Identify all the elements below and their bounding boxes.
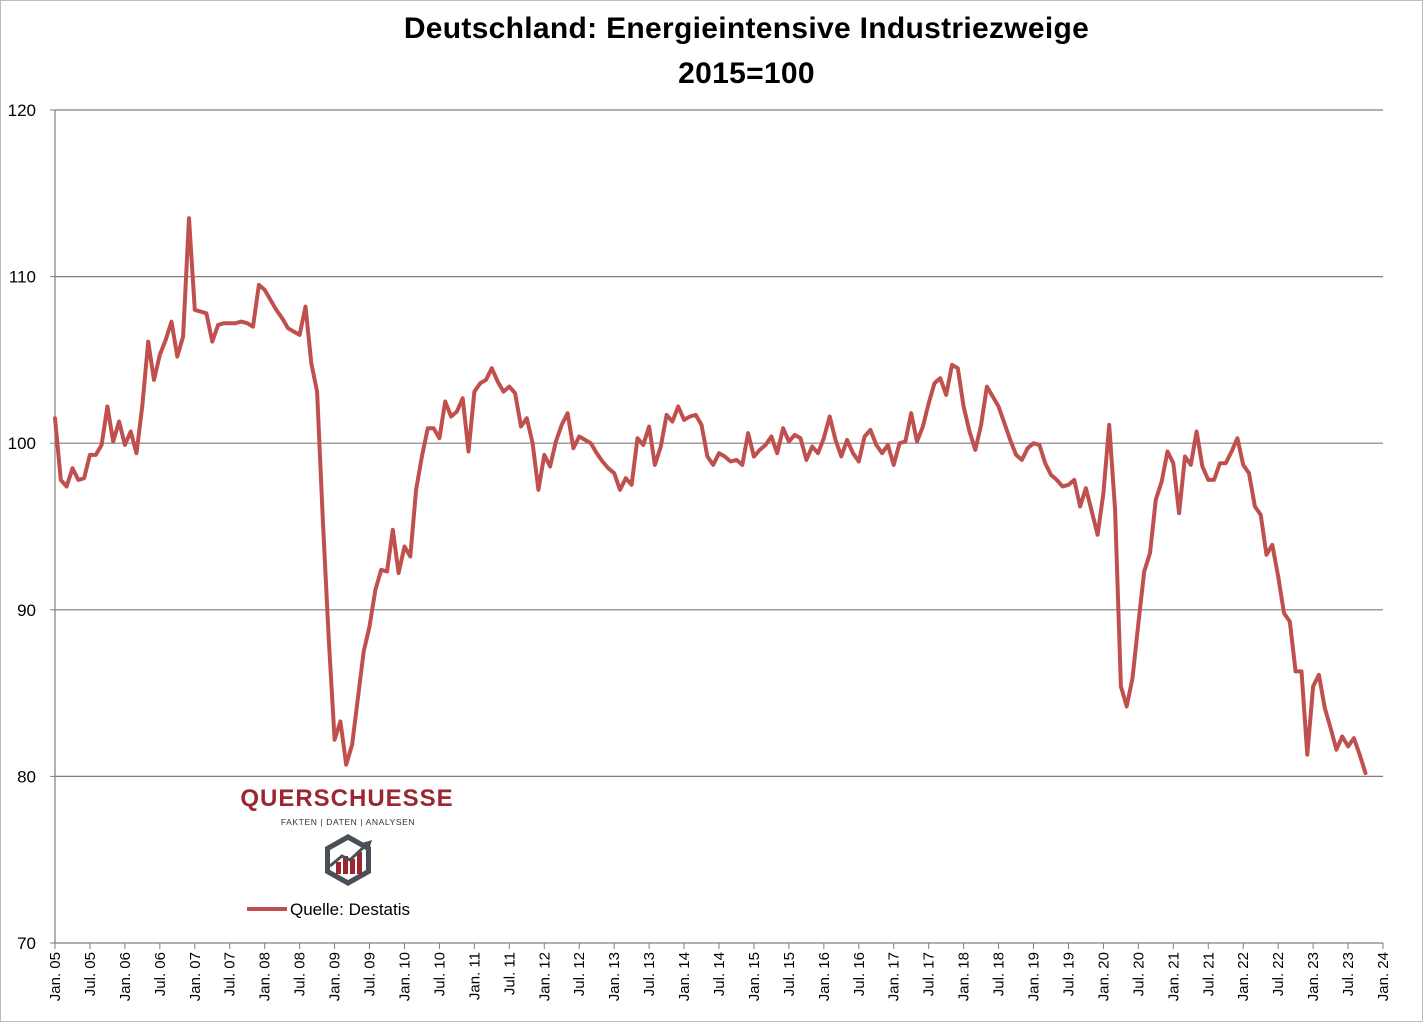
x-tick-label: Jul. 07	[222, 952, 239, 996]
x-tick-label: Jul. 13	[641, 952, 658, 996]
x-tick-label: Jul. 20	[1130, 952, 1147, 996]
x-tick-label: Jul. 14	[711, 952, 728, 996]
y-axis-ticks: 70 80 90 100 110 120	[8, 101, 55, 953]
series-group	[53, 216, 1368, 776]
x-tick-label: Jan. 18	[956, 952, 973, 1001]
hexagon-chart-logo-icon	[325, 834, 372, 886]
y-tick-label: 120	[8, 101, 36, 120]
y-tick-label: 110	[9, 268, 36, 287]
x-tick-label: Jul. 09	[362, 952, 379, 996]
gridlines	[55, 109, 1383, 778]
x-tick-label: Jan. 17	[886, 952, 903, 1001]
y-tick-label: 90	[17, 601, 36, 620]
y-tick-label: 80	[17, 767, 36, 786]
legend-label: Quelle: Destatis	[290, 900, 410, 919]
x-tick-label: Jul. 12	[571, 952, 588, 996]
x-tick-label: Jan. 07	[187, 952, 204, 1001]
x-tick-label: Jul. 21	[1200, 952, 1217, 996]
x-tick-label: Jul. 05	[82, 952, 99, 996]
chart-title: Deutschland: Energieintensive Industriez…	[403, 12, 1090, 45]
x-tick-label: Jul. 23	[1340, 952, 1357, 996]
x-tick-label: Jul. 17	[921, 952, 938, 996]
x-tick-label: Jul. 18	[991, 952, 1008, 996]
x-tick-label: Jan. 13	[606, 952, 623, 1001]
series-line-0	[53, 216, 1368, 776]
x-tick-label: Jul. 19	[1060, 952, 1077, 996]
x-tick-label: Jan. 09	[327, 952, 344, 1001]
x-tick-label: Jan. 05	[47, 952, 64, 1001]
x-tick-label: Jan. 10	[396, 952, 413, 1001]
x-tick-label: Jan. 22	[1235, 952, 1252, 1001]
y-tick-label: 100	[8, 434, 36, 453]
x-tick-label: Jan. 20	[1095, 952, 1112, 1001]
x-tick-label: Jan. 14	[676, 952, 693, 1001]
x-tick-label: Jul. 16	[851, 952, 868, 996]
logo-wordmark: QUERSCHUESSE	[240, 785, 453, 812]
axes	[54, 110, 1383, 944]
x-tick-label: Jul. 15	[781, 952, 798, 996]
x-tick-label: Jul. 22	[1270, 952, 1287, 996]
legend: Quelle: Destatis	[247, 900, 410, 919]
x-tick-label: Jan. 12	[536, 952, 553, 1001]
x-tick-label: Jul. 11	[501, 952, 518, 995]
logo-tagline: FAKTEN | DATEN | ANALYSEN	[281, 817, 415, 827]
x-tick-label: Jul. 10	[431, 952, 448, 996]
x-tick-label: Jan. 23	[1305, 952, 1322, 1001]
x-tick-label: Jan. 21	[1165, 952, 1182, 1001]
y-tick-label: 70	[17, 934, 36, 953]
x-tick-label: Jan. 24	[1375, 952, 1392, 1001]
x-tick-label: Jul. 08	[292, 952, 309, 996]
x-tick-label: Jan. 08	[257, 952, 274, 1001]
x-tick-label: Jan. 16	[816, 952, 833, 1001]
x-tick-label: Jan. 11	[466, 952, 483, 1000]
querschuesse-logo: QUERSCHUESSE FAKTEN | DATEN | ANALYSEN	[240, 785, 453, 886]
chart-subtitle: 2015=100	[678, 57, 815, 90]
x-tick-label: Jan. 19	[1026, 952, 1043, 1001]
x-tick-label: Jan. 06	[117, 952, 134, 1001]
x-axis-ticks: Jan. 05 Jul. 05 Jan. 06 Jul. 06 Jan. 07 Jul. …	[47, 943, 1392, 1001]
x-tick-label: Jan. 15	[746, 952, 763, 1001]
x-tick-label: Jul. 06	[152, 952, 169, 996]
